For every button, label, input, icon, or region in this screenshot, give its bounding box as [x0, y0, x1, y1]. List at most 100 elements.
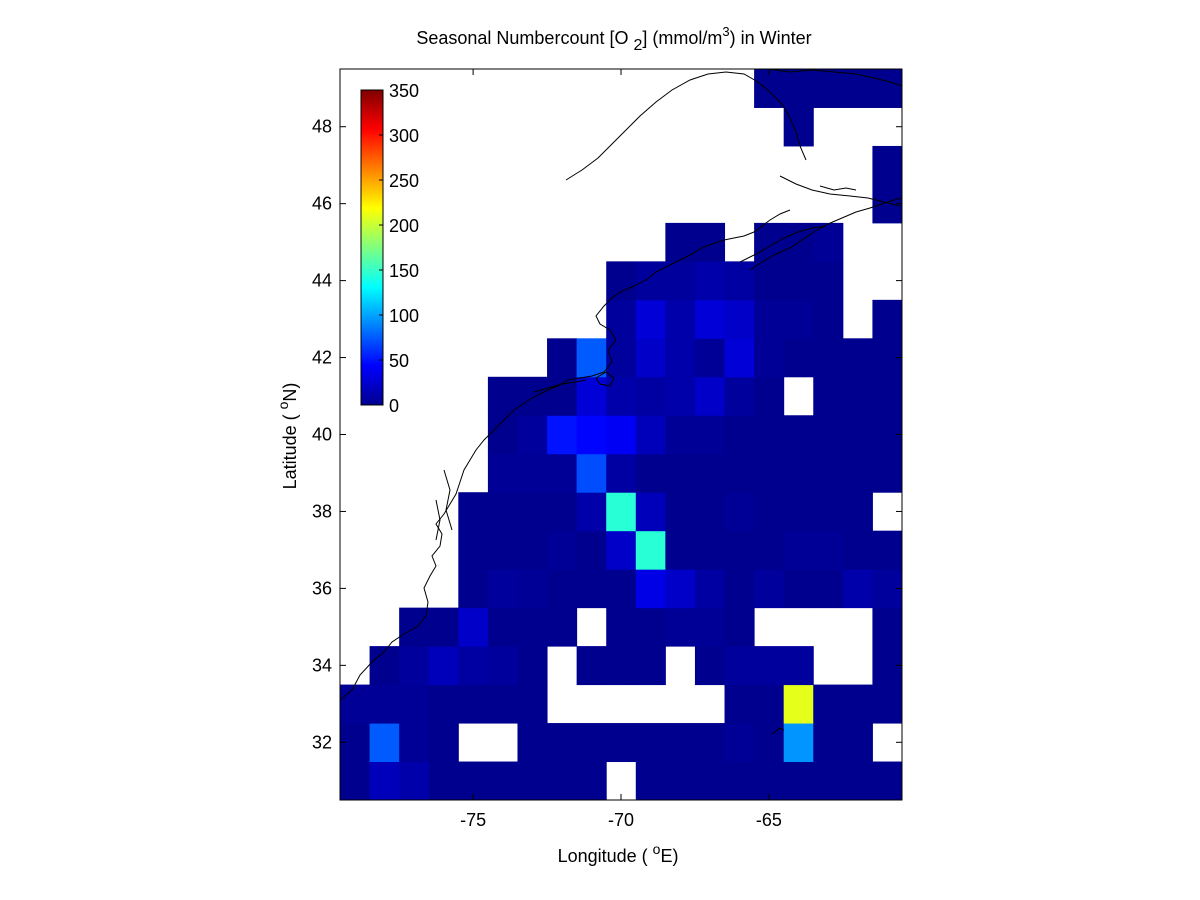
- heatmap-cell: [783, 453, 814, 493]
- heatmap-cell: [783, 415, 814, 455]
- heatmap-cell: [783, 338, 814, 378]
- heatmap-cell: [606, 453, 637, 493]
- heatmap-cell: [487, 684, 518, 724]
- heatmap-cell: [754, 723, 785, 763]
- x-tick-label: -75: [460, 810, 486, 830]
- heatmap-cell: [813, 492, 844, 532]
- heatmap-cell: [724, 453, 755, 493]
- heatmap-cell: [783, 299, 814, 339]
- heatmap-cell: [547, 761, 578, 801]
- heatmap-cell: [635, 569, 666, 609]
- colorbar-tick-label: 50: [389, 351, 409, 371]
- colorbar-tick-label: 350: [389, 81, 419, 101]
- heatmap-cell: [842, 569, 873, 609]
- heatmap-cell: [576, 530, 607, 570]
- heatmap-cell: [606, 723, 637, 763]
- heatmap-cell: [576, 646, 607, 686]
- colorbar-tick-label: 300: [389, 126, 419, 146]
- y-tick-label: 40: [312, 425, 332, 445]
- heatmap-cell: [842, 761, 873, 801]
- heatmap-cell: [369, 684, 400, 724]
- heatmap-cell: [635, 376, 666, 416]
- coastline-bermuda: [771, 727, 785, 735]
- heatmap-cell: [428, 684, 459, 724]
- heatmap-cell: [842, 530, 873, 570]
- heatmap-cell: [842, 453, 873, 493]
- heatmap-cell: [872, 761, 903, 801]
- heatmap-cell: [842, 684, 873, 724]
- heatmap-cell: [458, 607, 489, 647]
- coastline: [339, 68, 903, 735]
- heatmap-cell: [724, 376, 755, 416]
- y-tick-label: 44: [312, 271, 332, 291]
- heatmap-cell: [724, 338, 755, 378]
- heatmap-cell: [635, 299, 666, 339]
- heatmap-cell: [754, 415, 785, 455]
- y-tick-label: 48: [312, 117, 332, 137]
- heatmap-cell: [606, 569, 637, 609]
- heatmap-cell: [813, 376, 844, 416]
- heatmap-cell: [635, 338, 666, 378]
- heatmap-cell: [547, 607, 578, 647]
- heatmap-cell: [458, 492, 489, 532]
- heatmap-cell: [665, 261, 696, 301]
- plot-area: [339, 68, 903, 801]
- heatmap-cell: [813, 415, 844, 455]
- chart-title: Seasonal Numbercount [O 2] (mmol/m3) in …: [416, 24, 811, 54]
- heatmap-cell: [665, 222, 696, 262]
- colorbar-tick-label: 150: [389, 261, 419, 281]
- heatmap-cell: [340, 761, 371, 801]
- heatmap-cell: [665, 761, 696, 801]
- heatmap-cell: [754, 222, 785, 262]
- heatmap-cell: [694, 453, 726, 493]
- heatmap-cell: [399, 684, 430, 724]
- heatmap-cell: [487, 569, 518, 609]
- heatmap-cell: [872, 453, 903, 493]
- heatmap-cell: [665, 569, 696, 609]
- y-tick-label: 34: [312, 655, 332, 675]
- coastline-chesapeake: [435, 469, 453, 541]
- y-tick-label: 46: [312, 194, 332, 214]
- heatmap-cell: [872, 607, 903, 647]
- heatmap-cell: [635, 453, 666, 493]
- heatmap-cell: [665, 453, 696, 493]
- heatmap-cell: [635, 530, 666, 570]
- heatmap-cell: [428, 607, 459, 647]
- heatmap-cell: [754, 569, 785, 609]
- heatmap-cell: [517, 530, 548, 570]
- heatmap-cell: [665, 299, 696, 339]
- heatmap-cell: [487, 376, 518, 416]
- heatmap-cell: [813, 222, 844, 262]
- heatmap-cell: [369, 646, 400, 686]
- heatmap-cell: [754, 492, 785, 532]
- heatmap-cell: [517, 569, 548, 609]
- heatmap-cell: [754, 453, 785, 493]
- heatmap-cell: [606, 607, 637, 647]
- heatmap-cell: [547, 569, 578, 609]
- heatmap-cell: [813, 530, 844, 570]
- heatmap-cell: [724, 299, 755, 339]
- heatmap-cell: [694, 376, 726, 416]
- heatmap-cell: [694, 261, 726, 301]
- heatmap-cell: [842, 492, 873, 532]
- heatmap-cell: [724, 684, 755, 724]
- heatmap-cell: [754, 376, 785, 416]
- heatmap-cell: [606, 492, 637, 532]
- heatmap-cell: [665, 723, 696, 763]
- heatmap-cell: [665, 376, 696, 416]
- heatmap-cell: [487, 492, 518, 532]
- heatmap-cell: [547, 530, 578, 570]
- heatmap-cell: [842, 723, 873, 763]
- heatmap-cell: [547, 338, 578, 378]
- heatmap-cell: [517, 723, 548, 763]
- heatmap-cell: [783, 569, 814, 609]
- heatmap-cell: [665, 530, 696, 570]
- heatmap-cell: [754, 530, 785, 570]
- heatmap-cell: [576, 569, 607, 609]
- heatmap-cell: [813, 569, 844, 609]
- heatmap-cell: [517, 684, 548, 724]
- heatmap-cell: [399, 646, 430, 686]
- heatmap-cell: [635, 761, 666, 801]
- heatmap-cell: [369, 723, 400, 763]
- heatmap-cell: [635, 646, 666, 686]
